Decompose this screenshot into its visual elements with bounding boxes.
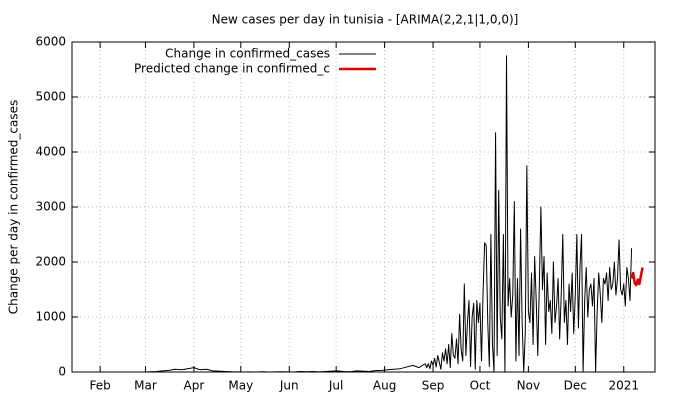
y-axis-label: Change per day in confirmed_cases	[7, 100, 21, 315]
legend-label: Change in confirmed_cases	[165, 47, 330, 61]
series-line	[143, 55, 633, 373]
y-tick-label: 0	[58, 365, 66, 379]
plot-border	[71, 41, 656, 373]
y-tick-label: 6000	[35, 35, 66, 49]
y-tick-label: 1000	[35, 310, 66, 324]
y-tick-label: 5000	[35, 90, 66, 104]
x-tick-label: Aug	[373, 379, 396, 393]
x-tick-label: Jun	[279, 379, 299, 393]
x-tick-label: Jul	[328, 379, 343, 393]
x-tick-label: Dec	[564, 379, 587, 393]
legend-label: Predicted change in confirmed_c	[134, 62, 330, 76]
x-tick-label: Mar	[134, 379, 157, 393]
y-tick-label: 3000	[35, 200, 66, 214]
x-tick-label: May	[228, 379, 253, 393]
x-tick-label: 2021	[608, 379, 639, 393]
x-tick-label: Apr	[184, 379, 205, 393]
x-tick-label: Feb	[90, 379, 111, 393]
y-tick-label: 4000	[35, 145, 66, 159]
x-tick-label: Nov	[517, 379, 540, 393]
series-line	[630, 267, 644, 287]
x-tick-label: Sep	[422, 379, 445, 393]
chart-title: New cases per day in tunisia - [ARIMA(2,…	[212, 13, 519, 27]
x-tick-label: Oct	[470, 379, 491, 393]
y-tick-label: 2000	[35, 255, 66, 269]
